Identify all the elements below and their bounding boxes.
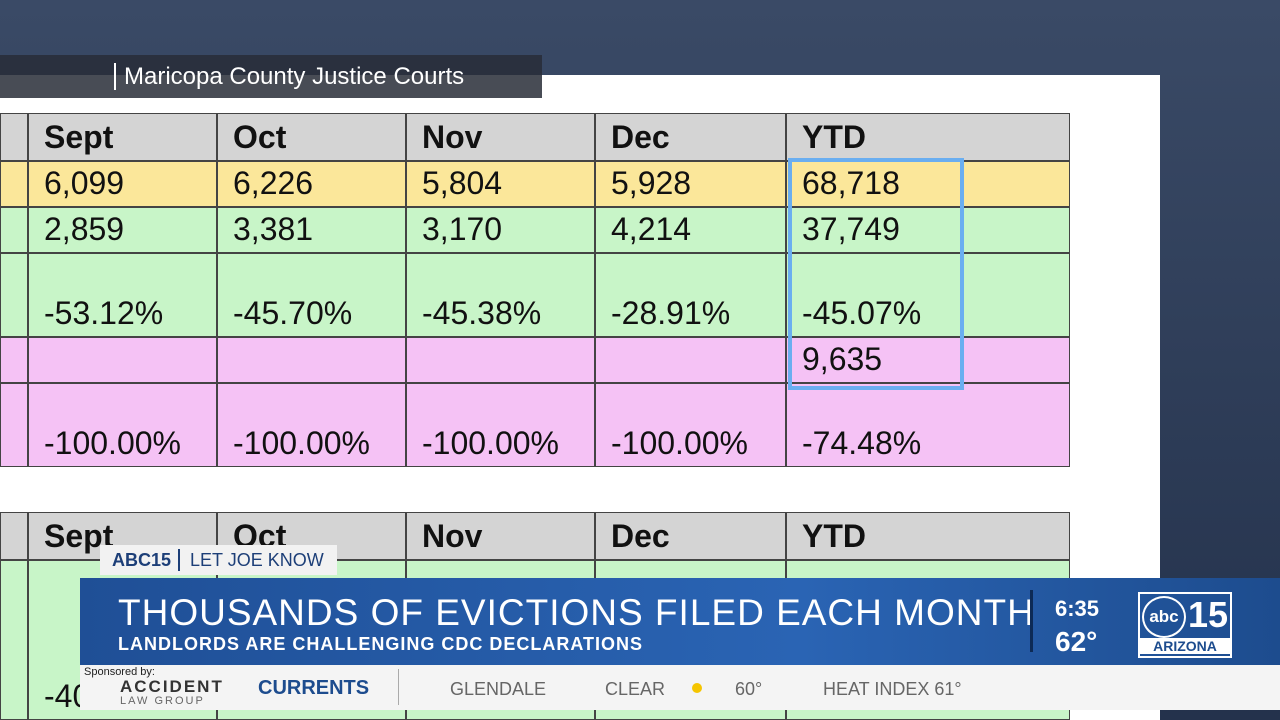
table-cell: 68,718 xyxy=(786,161,1070,207)
table-cell: 2,859 xyxy=(28,207,217,253)
table-cell: YTD xyxy=(786,512,1070,560)
tag: ABC15 LET JOE KNOW xyxy=(100,545,337,575)
table-cell: -28.91% xyxy=(595,253,786,337)
logo-abc: abc xyxy=(1142,596,1186,638)
table-cell: 4,214 xyxy=(595,207,786,253)
table-cell: -100.00% xyxy=(595,383,786,467)
table-cell xyxy=(595,337,786,383)
segment: LET JOE KNOW xyxy=(178,549,324,571)
table-cell xyxy=(28,337,217,383)
sun-icon xyxy=(692,683,702,693)
table-cell: -74.48% xyxy=(786,383,1070,467)
table-cell: 9,635 xyxy=(786,337,1070,383)
temperature: 62° xyxy=(1055,626,1098,657)
logo-number: 15 xyxy=(1188,594,1229,635)
table-cell xyxy=(0,337,28,383)
source-label: Maricopa County Justice Courts xyxy=(0,55,542,98)
table: Sept Oct Nov Dec YTD 6,099 6,226 5,804 5,928 68,7… xyxy=(0,113,1070,467)
table-cell: 3,170 xyxy=(406,207,595,253)
source-text: Maricopa County Justice Courts xyxy=(114,63,465,90)
table-cell: Dec xyxy=(595,512,786,560)
table-cell: -45.70% xyxy=(217,253,406,337)
table-cell: YTD xyxy=(786,113,1070,161)
temp: 60° xyxy=(735,679,763,699)
subheadline: LANDLORDS ARE CHALLENGING CDC DECLARATIO… xyxy=(118,634,643,654)
condition: CLEAR xyxy=(605,679,666,699)
heat-index: HEAT INDEX 61° xyxy=(823,679,962,699)
table-cell: 5,928 xyxy=(595,161,786,207)
table-cell xyxy=(217,337,406,383)
table-cell: Sept xyxy=(28,113,217,161)
table-cell: 6,099 xyxy=(28,161,217,207)
table-cell: Dec xyxy=(595,113,786,161)
table-cell: -53.12% xyxy=(28,253,217,337)
table-cell: 6,226 xyxy=(217,161,406,207)
divider xyxy=(398,669,399,705)
city: GLENDALE xyxy=(450,679,547,699)
table-cell: Nov xyxy=(406,512,595,560)
sponsored: Sponsored by: xyxy=(84,666,155,678)
table-cell: 3,381 xyxy=(217,207,406,253)
section: CURRENTS xyxy=(258,677,370,699)
table-cell xyxy=(0,161,28,207)
table-cell: Nov xyxy=(406,113,595,161)
table-cell: -100.00% xyxy=(217,383,406,467)
sponsor: ACCIDENT xyxy=(120,677,224,696)
table-cell: 5,804 xyxy=(406,161,595,207)
time: 6:35 xyxy=(1055,596,1100,621)
table-cell xyxy=(0,253,28,337)
table-cell: -45.07% xyxy=(786,253,1070,337)
table-cell: Oct xyxy=(217,113,406,161)
divider xyxy=(1030,590,1033,652)
logo-region: ARIZONA xyxy=(1140,638,1230,654)
headline: THOUSANDS OF EVICTIONS FILED EACH MONTH xyxy=(118,592,1035,633)
table-cell: -45.38% xyxy=(406,253,595,337)
table-cell: -100.00% xyxy=(28,383,217,467)
table-cell: 37,749 xyxy=(786,207,1070,253)
sponsor-sub: LAW GROUP xyxy=(120,695,205,707)
logo: abc 15 ARIZONA xyxy=(1138,592,1232,658)
ticker: Sponsored by: ACCIDENT LAW GROUP CURRENT… xyxy=(80,665,1280,710)
table-cell xyxy=(406,337,595,383)
table-cell xyxy=(0,207,28,253)
table-cell: -100.00% xyxy=(406,383,595,467)
table-cell xyxy=(0,512,28,560)
banner: THOUSANDS OF EVICTIONS FILED EACH MONTH … xyxy=(80,578,1280,665)
highlight-box xyxy=(788,158,964,390)
station: ABC15 xyxy=(112,550,172,570)
table-cell xyxy=(0,383,28,467)
table-cell xyxy=(0,560,28,720)
table-cell xyxy=(0,113,28,161)
